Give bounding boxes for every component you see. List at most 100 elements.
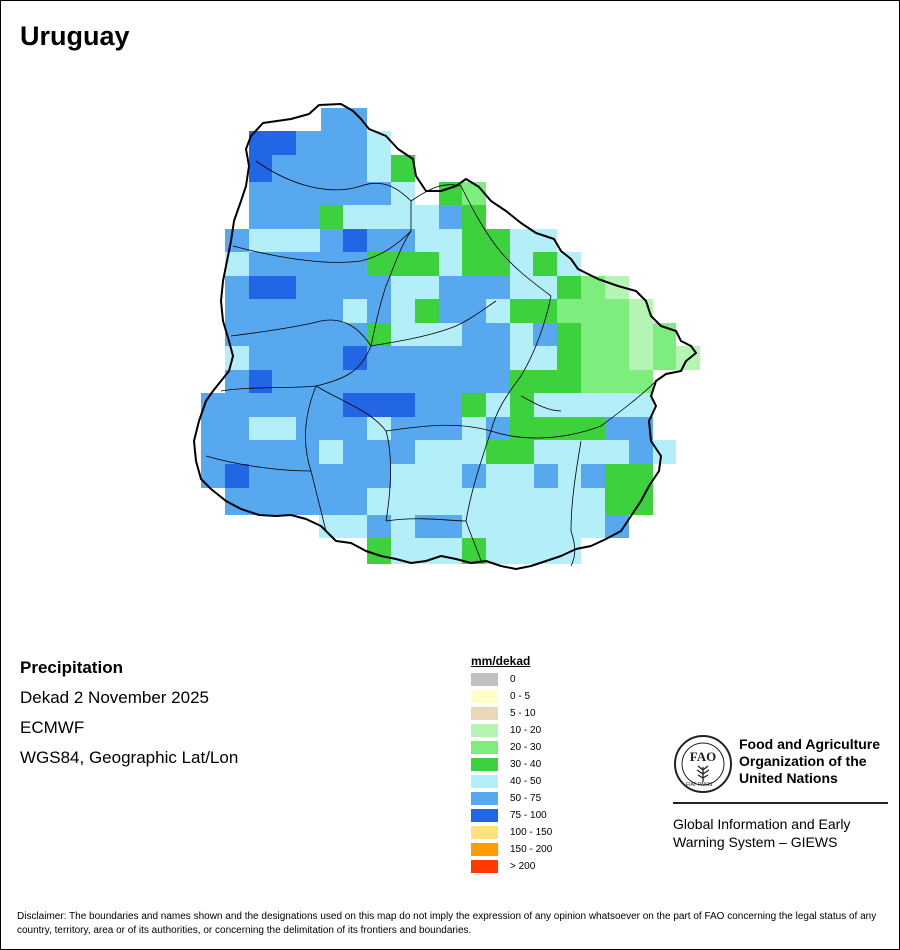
grid-cell: [605, 464, 653, 488]
grid-cell: [676, 346, 700, 370]
legend-label: 5 - 10: [510, 708, 536, 719]
grid-cell: [249, 252, 367, 276]
legend-swatch: [471, 741, 498, 754]
grid-cell: [367, 417, 391, 440]
grid-cell: [581, 346, 629, 370]
department-boundary: [520, 395, 562, 412]
grid-cell: [391, 323, 462, 346]
legend-swatch: [471, 809, 498, 822]
grid-cell: [415, 515, 462, 538]
grid-cell: [533, 323, 557, 346]
legend-label: > 200: [510, 861, 536, 872]
legend-swatch: [471, 724, 498, 737]
department-boundary: [232, 230, 412, 263]
legend-swatch: [471, 792, 498, 805]
grid-cell: [557, 299, 629, 323]
legend-swatch: [471, 860, 498, 873]
projection-label: WGS84, Geographic Lat/Lon: [20, 748, 239, 767]
grid-cell: [486, 417, 510, 440]
grid-cell: [486, 299, 510, 323]
grid-cell: [439, 205, 462, 229]
department-boundary: [385, 518, 467, 522]
grid-cell: [343, 440, 415, 464]
precipitation-map: [193, 103, 700, 570]
model-label: ECMWF: [20, 718, 85, 737]
legend-swatch: [471, 843, 498, 856]
giews-label: Global Information and Early Warning Sys…: [673, 816, 851, 850]
map-title: Uruguay: [20, 21, 130, 51]
grid-cell: [462, 229, 510, 252]
period-label: Dekad 2 November 2025: [20, 688, 210, 707]
legend-swatch: [471, 758, 498, 771]
legend-title: mm/dekad: [471, 654, 531, 668]
department-boundary: [205, 455, 312, 472]
grid-cell: [249, 346, 343, 370]
grid-cell: [343, 229, 367, 252]
grid-cell: [391, 464, 462, 488]
grid-cell: [462, 515, 605, 538]
grid-cell: [367, 346, 510, 370]
grid-cell: [629, 440, 653, 464]
grid-cell: [510, 346, 557, 370]
department-boundary: [370, 201, 412, 347]
department-boundary: [385, 424, 492, 432]
legend-label: 10 - 20: [510, 725, 542, 736]
grid-cell: [201, 464, 225, 488]
grid-cell: [415, 229, 462, 252]
grid-cell: [343, 205, 439, 229]
grid-cell: [391, 155, 415, 182]
grid-cell: [462, 323, 510, 346]
grid-cell: [510, 393, 534, 417]
grid-cell: [415, 299, 439, 323]
grid-cell: [653, 440, 676, 464]
department-boundary: [230, 319, 372, 347]
grid-cell: [201, 393, 343, 417]
grid-cell: [557, 252, 581, 276]
grid-cell: [367, 323, 391, 346]
department-boundaries: [205, 160, 657, 567]
grid-cell: [367, 252, 439, 276]
grid-cell: [320, 205, 343, 229]
legend-label: 50 - 75: [510, 793, 542, 804]
grid-cell: [439, 182, 462, 205]
disclaimer: Disclaimer: The boundaries and names sho…: [17, 911, 877, 936]
grid-cell: [439, 252, 462, 276]
grid-cell: [249, 464, 391, 488]
grid-cell: [367, 131, 391, 155]
department-boundary: [370, 300, 497, 347]
grid-cell: [581, 464, 605, 488]
grid-cell: [510, 276, 557, 299]
precipitation-grid: [201, 108, 700, 564]
grid-cell: [581, 370, 653, 393]
department-boundary: [460, 185, 552, 297]
grid-cell: [367, 538, 391, 564]
grid-cell: [343, 299, 367, 323]
department-boundary: [490, 380, 657, 439]
grid-cell: [486, 464, 534, 488]
grid-cell: [558, 464, 581, 488]
legend-swatch: [471, 690, 498, 703]
grid-cell: [225, 276, 249, 299]
grid-cell: [510, 252, 533, 276]
divider: [673, 802, 888, 804]
grid-cell: [367, 515, 391, 538]
grid-cell: [462, 393, 486, 417]
grid-cell: [462, 417, 486, 440]
grid-cell: [605, 417, 653, 440]
grid-cell: [534, 464, 558, 488]
grid-cell: [296, 417, 367, 440]
product-label: Precipitation: [20, 658, 123, 677]
grid-cell: [201, 417, 249, 440]
grid-cell: [225, 346, 249, 370]
grid-cell: [225, 299, 343, 323]
grid-cell: [439, 276, 510, 299]
legend-swatch: [471, 775, 498, 788]
grid-cell: [225, 370, 249, 393]
grid-cell: [367, 488, 605, 515]
department-boundary: [490, 295, 552, 432]
grid-cell: [249, 205, 320, 229]
legend-label: 30 - 40: [510, 759, 542, 770]
fao-motto: FIAT PANIS: [686, 782, 713, 788]
grid-cell: [462, 182, 486, 205]
